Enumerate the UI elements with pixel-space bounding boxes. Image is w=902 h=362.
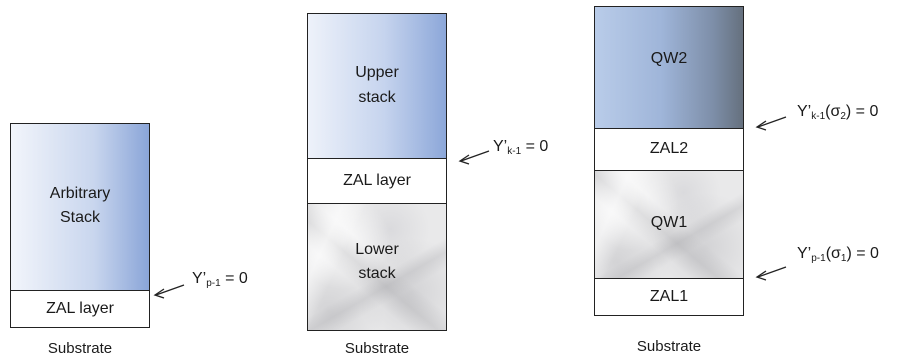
stack1-arbitrary-label-line1: Arbitrary — [49, 185, 111, 202]
stack2-eq-subscript: k-1 — [507, 146, 522, 157]
stack3-zal2-label: ZAL2 — [649, 140, 689, 157]
stack2-lower-stack-layer: Lower stack — [307, 203, 447, 331]
stack3-bottom-arrow — [755, 266, 787, 281]
stack1-zal-label: ZAL layer — [46, 300, 114, 317]
stack2-equation: Y’k-1 = 0 — [493, 138, 548, 157]
stack1-arrow — [153, 284, 185, 299]
stack3-substrate-label: Substrate — [636, 338, 702, 355]
stack2-upper-stack-layer: Upper stack — [307, 13, 447, 160]
stack3-qw1-label: QW1 — [650, 214, 688, 231]
stack1-eq-subscript: p-1 — [206, 278, 221, 289]
stack2-lower-label-line1: Lower — [355, 241, 399, 258]
stack2-eq-symbol: Y’ — [493, 138, 508, 155]
stack1-equation: Y’p-1 = 0 — [192, 270, 248, 289]
stack3-zal1-label: ZAL1 — [649, 288, 689, 305]
stack1-eq-symbol: Y’ — [192, 270, 207, 287]
stack3-top-eq-symbol: Y’ — [797, 103, 812, 120]
stack1-zal-layer: ZAL layer — [10, 290, 150, 328]
stack2-zal-layer: ZAL layer — [307, 158, 447, 205]
stack1-eq-tail: = 0 — [220, 270, 248, 287]
stack1-arbitrary-stack-layer: Arbitrary Stack — [10, 123, 150, 292]
stack1-substrate-label: Substrate — [47, 340, 113, 357]
stack3-top-equation: Y’k-1(σ2) = 0 — [797, 103, 878, 122]
stack2-upper-label-line2: stack — [358, 89, 396, 106]
stack3-top-eq-subscript: k-1 — [811, 111, 826, 122]
stack2-upper-label-line1: Upper — [355, 64, 399, 81]
stack2-arrow — [458, 150, 490, 165]
stack1-arbitrary-label-line2: Stack — [59, 209, 100, 226]
stack2-zal-label: ZAL layer — [343, 172, 411, 189]
stack3-bottom-eq-subscript: p-1 — [811, 253, 826, 264]
stack3-bottom-eq-symbol: Y’ — [797, 245, 812, 262]
stack2-eq-tail: = 0 — [521, 138, 549, 155]
stack2-substrate-label: Substrate — [344, 340, 410, 357]
stack3-top-eq-tail: ) = 0 — [845, 103, 879, 120]
stack2-lower-label-line2: stack — [358, 265, 396, 282]
stack3-qw1-layer: QW1 — [594, 170, 744, 280]
stack3-top-eq-arg-subscript: 2 — [840, 111, 846, 122]
stack3-bottom-eq-tail: ) = 0 — [846, 245, 879, 262]
stack3-top-arrow — [755, 116, 787, 131]
stack3-zal2-layer: ZAL2 — [594, 128, 744, 172]
stack3-qw2-label: QW2 — [650, 50, 688, 67]
stack3-bottom-eq-arg-subscript: 1 — [840, 253, 847, 264]
stack3-bottom-eq-arg: (σ — [825, 245, 841, 262]
stack3-zal1-layer: ZAL1 — [594, 278, 744, 316]
stack3-bottom-equation: Y’p-1(σ1) = 0 — [797, 245, 879, 264]
stack3-top-eq-arg: (σ — [825, 103, 841, 120]
stack3-qw2-layer: QW2 — [594, 6, 744, 130]
